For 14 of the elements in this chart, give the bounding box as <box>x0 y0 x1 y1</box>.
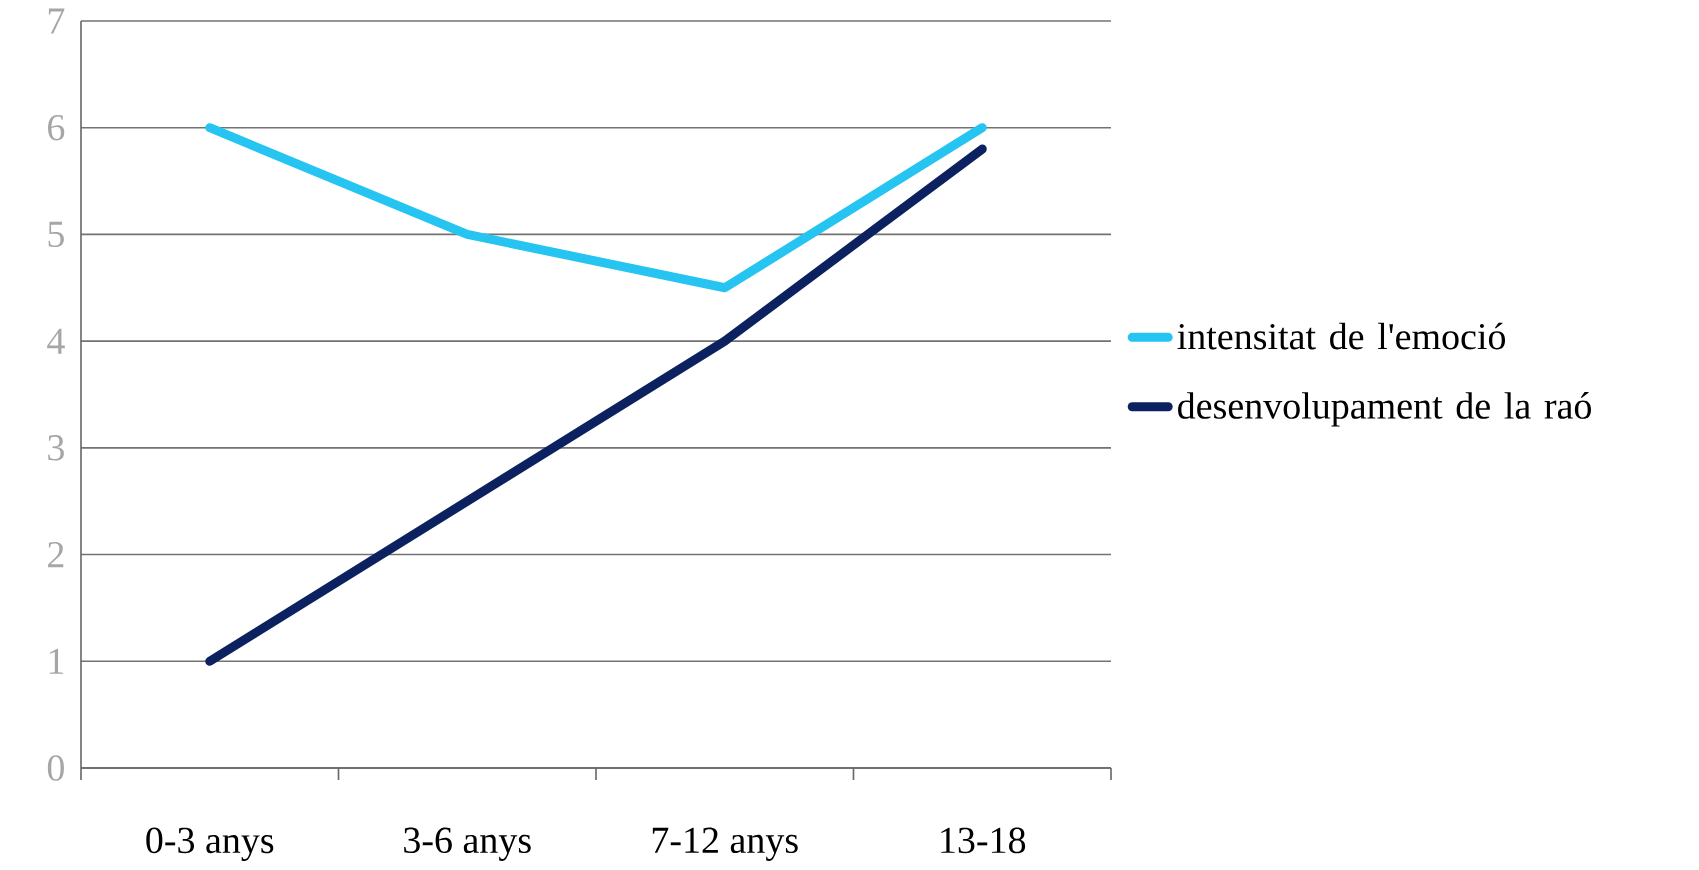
y-tick-label: 6 <box>48 114 65 141</box>
y-tick-label: 2 <box>48 541 64 568</box>
y-tick-label: 3 <box>48 435 64 461</box>
y-tick-label: 1 <box>49 648 64 674</box>
x-tick-label: 0-3 anys <box>146 827 274 862</box>
y-tick-label: 7 <box>48 8 65 34</box>
y-tick-label: 4 <box>47 328 65 354</box>
x-tick-label: 13-18 <box>941 827 1026 854</box>
y-tick-label: 5 <box>48 221 64 248</box>
x-tick-label: 7-12 anys <box>652 827 798 861</box>
y-tick-label: 0 <box>47 755 64 781</box>
legend-label: intensitat de l'emoció <box>1177 322 1506 350</box>
legend-label: desenvolupament de la raó <box>1178 392 1591 427</box>
x-tick-label: 3-6 anys <box>404 827 531 861</box>
